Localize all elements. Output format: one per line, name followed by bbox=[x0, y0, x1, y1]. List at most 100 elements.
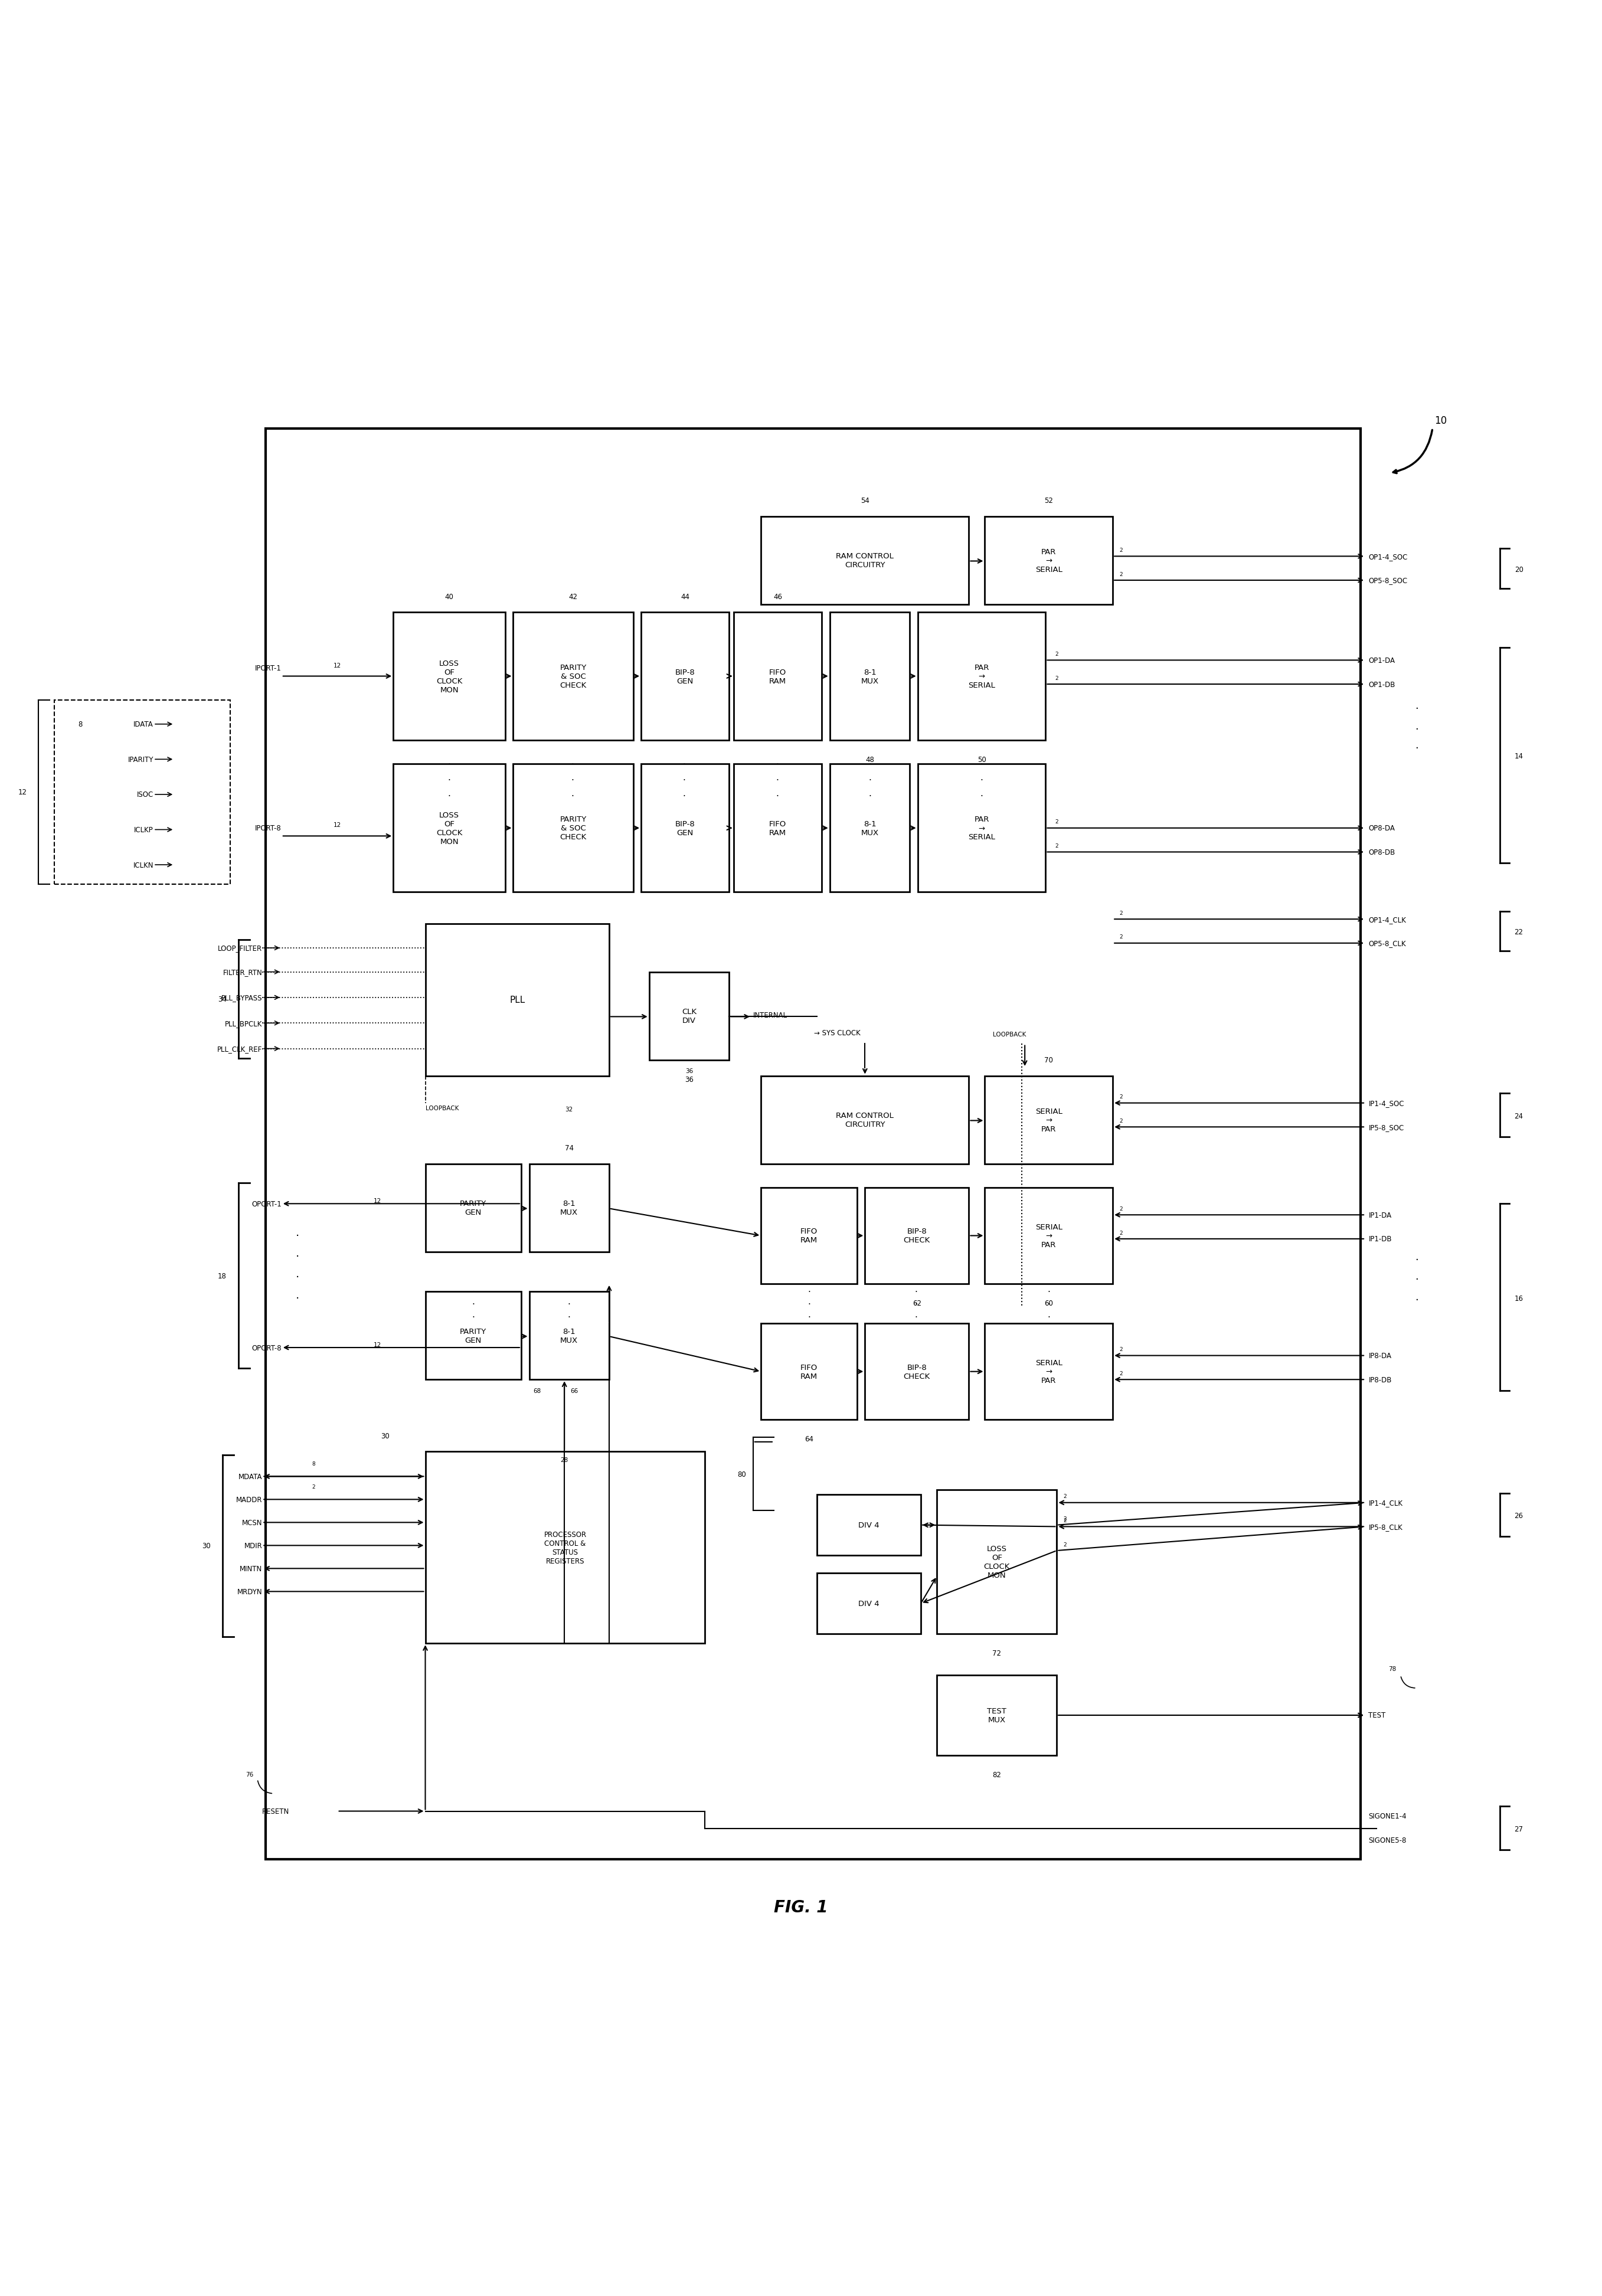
Text: 2: 2 bbox=[1120, 572, 1123, 576]
Text: ·: · bbox=[295, 1231, 300, 1242]
Text: 22: 22 bbox=[1514, 928, 1524, 937]
Text: DIV 4: DIV 4 bbox=[859, 1522, 879, 1529]
Text: PAR
→
SERIAL: PAR → SERIAL bbox=[1035, 549, 1062, 574]
Text: ·: · bbox=[1415, 1254, 1418, 1265]
Text: 44: 44 bbox=[681, 592, 689, 602]
Text: ·: · bbox=[567, 1313, 570, 1322]
Text: 48: 48 bbox=[865, 755, 875, 765]
Text: 18: 18 bbox=[218, 1272, 226, 1279]
Text: ·: · bbox=[1048, 1313, 1051, 1322]
FancyBboxPatch shape bbox=[817, 1573, 921, 1635]
Text: OP1-4_CLK: OP1-4_CLK bbox=[1368, 916, 1407, 923]
Text: 62: 62 bbox=[913, 1300, 921, 1306]
Text: IPORT-1: IPORT-1 bbox=[255, 666, 282, 673]
Text: BIP-8
GEN: BIP-8 GEN bbox=[674, 820, 695, 836]
Text: 52: 52 bbox=[1045, 496, 1053, 505]
Text: 24: 24 bbox=[1514, 1111, 1524, 1120]
Text: OP1-DB: OP1-DB bbox=[1368, 680, 1395, 689]
Text: IP5-8_SOC: IP5-8_SOC bbox=[1368, 1123, 1403, 1132]
Text: SIGONE5-8: SIGONE5-8 bbox=[1368, 1837, 1407, 1844]
Text: 27: 27 bbox=[1514, 1825, 1524, 1832]
FancyBboxPatch shape bbox=[641, 613, 729, 739]
Text: ·: · bbox=[980, 776, 984, 785]
Text: FIFO
RAM: FIFO RAM bbox=[801, 1228, 817, 1244]
Text: PARITY
GEN: PARITY GEN bbox=[460, 1327, 487, 1343]
Text: SERIAL
→
PAR: SERIAL → PAR bbox=[1035, 1224, 1062, 1249]
Text: LOSS
OF
CLOCK
MON: LOSS OF CLOCK MON bbox=[984, 1545, 1009, 1580]
Text: 28: 28 bbox=[561, 1456, 569, 1463]
Text: 80: 80 bbox=[737, 1469, 747, 1479]
Text: PLL_BPCLK: PLL_BPCLK bbox=[224, 1019, 263, 1026]
Text: 12: 12 bbox=[373, 1341, 381, 1348]
Text: MDATA: MDATA bbox=[239, 1472, 263, 1481]
Text: RAM CONTROL
CIRCUITRY: RAM CONTROL CIRCUITRY bbox=[836, 1111, 894, 1127]
Text: ·: · bbox=[682, 760, 686, 769]
Text: 2: 2 bbox=[1120, 1371, 1123, 1375]
Text: 2: 2 bbox=[1064, 1541, 1067, 1548]
Text: ·: · bbox=[682, 776, 686, 785]
Text: 14: 14 bbox=[1514, 753, 1524, 760]
Text: ·: · bbox=[295, 1272, 300, 1283]
Text: 2: 2 bbox=[1120, 549, 1123, 553]
Text: 2: 2 bbox=[1120, 1205, 1123, 1212]
FancyBboxPatch shape bbox=[918, 613, 1046, 739]
Text: OP5-8_CLK: OP5-8_CLK bbox=[1368, 939, 1407, 948]
Text: ·: · bbox=[473, 1288, 474, 1297]
Text: PAR
→
SERIAL: PAR → SERIAL bbox=[968, 664, 995, 689]
Text: FILTER_RTN: FILTER_RTN bbox=[223, 969, 263, 976]
Text: LOOP_FILTER: LOOP_FILTER bbox=[218, 944, 263, 953]
FancyBboxPatch shape bbox=[985, 517, 1113, 604]
Text: ·: · bbox=[295, 1251, 300, 1263]
Text: ICLKN: ICLKN bbox=[133, 861, 154, 868]
Text: ISOC: ISOC bbox=[136, 790, 154, 799]
FancyBboxPatch shape bbox=[394, 765, 505, 893]
Text: ·: · bbox=[915, 1313, 918, 1322]
FancyBboxPatch shape bbox=[394, 613, 505, 739]
Text: ·: · bbox=[1415, 744, 1418, 753]
Text: LOOPBACK: LOOPBACK bbox=[425, 1104, 458, 1111]
Text: BIP-8
CHECK: BIP-8 CHECK bbox=[904, 1228, 931, 1244]
Text: 60: 60 bbox=[1045, 1300, 1053, 1306]
Text: ·: · bbox=[980, 760, 984, 769]
Text: 12: 12 bbox=[373, 1199, 381, 1203]
Text: ·: · bbox=[473, 1313, 474, 1322]
Text: MDIR: MDIR bbox=[244, 1543, 263, 1550]
FancyBboxPatch shape bbox=[761, 1325, 857, 1419]
Text: 74: 74 bbox=[566, 1143, 574, 1153]
Text: OPORT-8: OPORT-8 bbox=[252, 1343, 282, 1352]
Text: ·: · bbox=[775, 776, 779, 785]
Text: SERIAL
→
PAR: SERIAL → PAR bbox=[1035, 1107, 1062, 1132]
Text: FIFO
RAM: FIFO RAM bbox=[801, 1364, 817, 1380]
Text: ·: · bbox=[473, 1300, 474, 1309]
Text: CLK
DIV: CLK DIV bbox=[682, 1008, 697, 1024]
FancyBboxPatch shape bbox=[761, 517, 969, 604]
Text: 16: 16 bbox=[1514, 1295, 1524, 1302]
Text: ·: · bbox=[449, 776, 450, 785]
Text: 2: 2 bbox=[1120, 912, 1123, 916]
Text: 82: 82 bbox=[993, 1770, 1001, 1779]
Text: ·: · bbox=[567, 1288, 570, 1297]
Text: FIFO
RAM: FIFO RAM bbox=[769, 668, 787, 684]
Text: 2: 2 bbox=[1120, 1095, 1123, 1100]
Text: RAM CONTROL
CIRCUITRY: RAM CONTROL CIRCUITRY bbox=[836, 553, 894, 569]
Text: 50: 50 bbox=[977, 755, 985, 765]
FancyBboxPatch shape bbox=[425, 925, 609, 1077]
Text: TEST: TEST bbox=[1368, 1711, 1386, 1720]
Text: 32: 32 bbox=[566, 1107, 574, 1114]
FancyBboxPatch shape bbox=[734, 613, 822, 739]
Text: OP8-DB: OP8-DB bbox=[1368, 850, 1395, 856]
Text: 2: 2 bbox=[1120, 1231, 1123, 1235]
Text: 40: 40 bbox=[445, 592, 453, 602]
Text: 30: 30 bbox=[381, 1433, 389, 1440]
Text: DIV 4: DIV 4 bbox=[859, 1600, 879, 1607]
Text: 2: 2 bbox=[1120, 1118, 1123, 1123]
Text: LOOPBACK: LOOPBACK bbox=[993, 1031, 1027, 1038]
Text: PLL_BYPASS: PLL_BYPASS bbox=[221, 994, 263, 1001]
Text: 2: 2 bbox=[1064, 1518, 1067, 1522]
Text: PAR
→
SERIAL: PAR → SERIAL bbox=[968, 815, 995, 840]
FancyBboxPatch shape bbox=[937, 1676, 1057, 1756]
Text: MADDR: MADDR bbox=[235, 1495, 263, 1504]
Text: SERIAL
→
PAR: SERIAL → PAR bbox=[1035, 1359, 1062, 1384]
Text: IDATA: IDATA bbox=[133, 721, 154, 728]
FancyBboxPatch shape bbox=[54, 700, 231, 884]
